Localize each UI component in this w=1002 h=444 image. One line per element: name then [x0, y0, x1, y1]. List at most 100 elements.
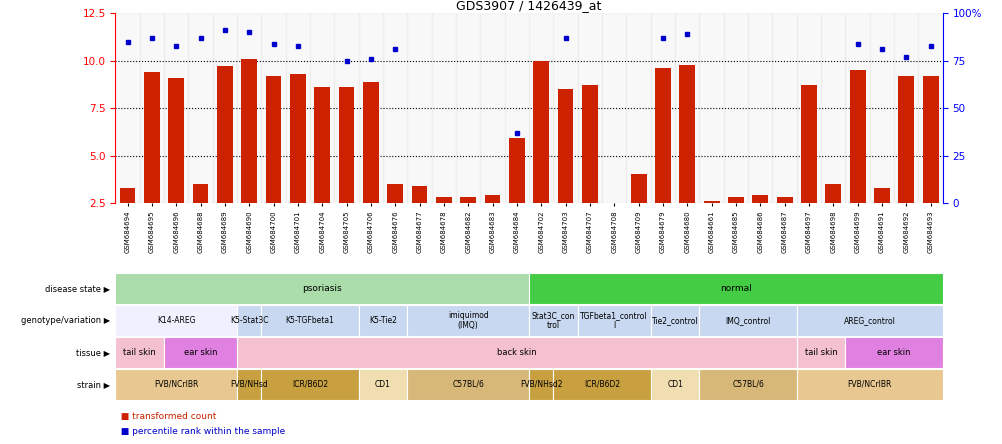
Bar	[262, 13, 286, 203]
Bar	[630, 174, 646, 203]
Bar	[407, 13, 431, 203]
Text: tail skin: tail skin	[123, 348, 156, 357]
Bar	[460, 197, 476, 203]
Bar	[144, 72, 159, 203]
Bar	[236, 305, 262, 336]
Bar	[529, 274, 942, 304]
Title: GDS3907 / 1426439_at: GDS3907 / 1426439_at	[456, 0, 601, 12]
Bar	[359, 13, 383, 203]
Bar	[698, 369, 796, 400]
Bar	[703, 201, 718, 203]
Bar	[387, 184, 403, 203]
Bar	[821, 13, 845, 203]
Bar	[115, 13, 139, 203]
Bar	[456, 13, 480, 203]
Bar	[139, 13, 164, 203]
Bar	[310, 13, 334, 203]
Bar	[407, 305, 529, 336]
Text: FVB/NHsd: FVB/NHsd	[230, 380, 268, 389]
Bar	[650, 369, 698, 400]
Bar	[115, 274, 529, 304]
Bar	[286, 13, 310, 203]
Bar	[529, 13, 553, 203]
Bar	[698, 305, 796, 336]
Text: FVB/NCrIBR: FVB/NCrIBR	[154, 380, 198, 389]
Bar	[431, 13, 456, 203]
Bar	[383, 13, 407, 203]
Text: K5-TGFbeta1: K5-TGFbeta1	[286, 316, 334, 325]
Bar	[334, 13, 359, 203]
Bar	[922, 76, 938, 203]
Text: imiquimod
(IMQ): imiquimod (IMQ)	[448, 311, 488, 330]
Bar	[529, 305, 577, 336]
Bar	[480, 13, 504, 203]
Bar	[796, 305, 942, 336]
Bar	[411, 186, 427, 203]
Bar	[626, 13, 650, 203]
Bar	[164, 337, 236, 368]
Bar	[216, 67, 232, 203]
Bar	[678, 64, 694, 203]
Text: strain ▶: strain ▶	[77, 380, 110, 389]
Bar	[650, 13, 674, 203]
Bar	[747, 13, 772, 203]
Bar	[262, 305, 359, 336]
Text: C57BL/6: C57BL/6	[731, 380, 764, 389]
Bar	[241, 59, 257, 203]
Text: IMQ_control: IMQ_control	[724, 316, 771, 325]
Bar	[119, 188, 135, 203]
Bar	[723, 13, 747, 203]
Bar	[893, 13, 918, 203]
Bar	[752, 195, 768, 203]
Bar	[557, 89, 573, 203]
Bar	[164, 13, 188, 203]
Bar	[581, 85, 597, 203]
Bar	[869, 13, 893, 203]
Text: K5-Tie2: K5-Tie2	[369, 316, 397, 325]
Text: ICR/B6D2: ICR/B6D2	[583, 380, 619, 389]
Text: C57BL/6: C57BL/6	[452, 380, 484, 389]
Bar	[650, 305, 698, 336]
Text: tissue ▶: tissue ▶	[76, 348, 110, 357]
Text: Tie2_control: Tie2_control	[651, 316, 697, 325]
Text: AREG_control: AREG_control	[843, 316, 895, 325]
Bar	[776, 197, 792, 203]
Bar	[484, 195, 500, 203]
Text: TGFbeta1_control
l: TGFbeta1_control l	[580, 311, 647, 330]
Bar	[845, 337, 942, 368]
Text: ear skin: ear skin	[183, 348, 217, 357]
Bar	[553, 369, 650, 400]
Text: FVB/NHsd2: FVB/NHsd2	[519, 380, 562, 389]
Bar	[654, 68, 670, 203]
Bar	[236, 337, 796, 368]
Bar	[796, 369, 942, 400]
Text: tail skin: tail skin	[804, 348, 837, 357]
Bar	[873, 188, 889, 203]
Text: CD1: CD1	[375, 380, 391, 389]
Text: K5-Stat3C: K5-Stat3C	[229, 316, 269, 325]
Bar	[918, 13, 942, 203]
Bar	[825, 184, 841, 203]
Bar	[115, 337, 164, 368]
Text: back skin: back skin	[497, 348, 536, 357]
Bar	[339, 87, 354, 203]
Bar	[236, 13, 262, 203]
Text: K14-AREG: K14-AREG	[156, 316, 195, 325]
Bar	[407, 369, 529, 400]
Bar	[359, 369, 407, 400]
Text: Stat3C_con
trol: Stat3C_con trol	[531, 311, 574, 330]
Bar	[845, 13, 869, 203]
Bar	[553, 13, 577, 203]
Bar	[314, 87, 330, 203]
Bar	[168, 78, 184, 203]
Bar	[796, 13, 821, 203]
Bar	[212, 13, 236, 203]
Text: ■ transformed count: ■ transformed count	[115, 412, 216, 421]
Bar	[290, 74, 306, 203]
Bar	[236, 369, 262, 400]
Bar	[533, 61, 549, 203]
Bar	[772, 13, 796, 203]
Text: ■ percentile rank within the sample: ■ percentile rank within the sample	[115, 427, 286, 436]
Bar	[796, 337, 845, 368]
Text: normal: normal	[719, 284, 752, 293]
